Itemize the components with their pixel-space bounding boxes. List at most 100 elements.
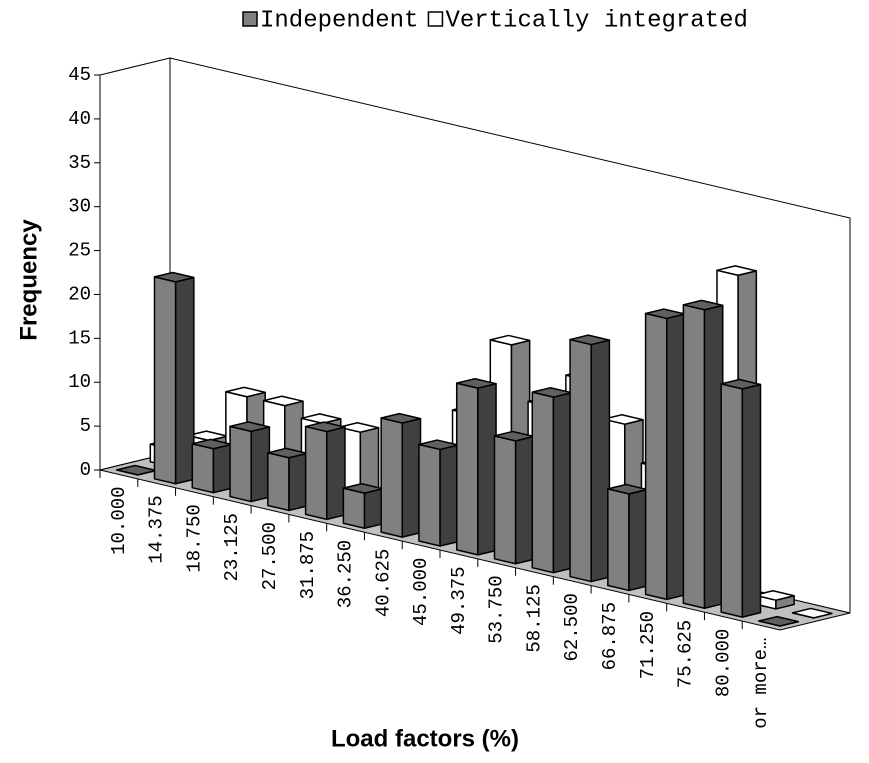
y-tick-label: 20	[68, 283, 91, 305]
bar-front	[380, 417, 404, 538]
bar-top	[489, 334, 531, 346]
bar-side	[741, 383, 762, 618]
bar	[342, 482, 384, 529]
x-tick-label: 45.000	[410, 558, 432, 626]
bar-front	[153, 276, 177, 485]
bar	[493, 430, 535, 565]
bar-top	[300, 413, 342, 425]
x-tick-label: 27.500	[259, 522, 281, 590]
x-tick-label: 18.750	[183, 504, 205, 572]
bar-front	[418, 443, 441, 547]
bar-front	[304, 425, 328, 521]
bar-top	[716, 265, 758, 277]
bar	[418, 439, 460, 547]
bar	[682, 299, 724, 609]
bar	[380, 412, 422, 538]
bar-side	[514, 435, 535, 565]
bar-front	[455, 382, 479, 556]
bar	[758, 615, 800, 627]
bar	[569, 334, 611, 583]
bar	[455, 377, 497, 556]
bar	[115, 464, 157, 476]
x-tick-label: 23.125	[221, 513, 243, 581]
bar-side	[439, 444, 460, 547]
bar-top	[455, 377, 497, 389]
bar-top	[791, 607, 833, 619]
bar-front	[229, 425, 252, 503]
y-tick-label: 15	[68, 327, 91, 349]
bar-top	[229, 421, 271, 433]
x-tick-label: or more…	[750, 638, 772, 729]
y-tick-label: 40	[68, 108, 91, 130]
x-tick-label: 53.750	[486, 575, 508, 643]
x-tick-label: 31.875	[297, 531, 319, 599]
bar-side	[628, 488, 648, 592]
legend-label: Independent	[260, 7, 418, 34]
bar	[531, 386, 573, 574]
bar-top	[602, 414, 644, 425]
x-tick-label: 71.250	[637, 611, 659, 679]
x-tick-label: 10.000	[108, 486, 130, 554]
bar-front	[342, 487, 366, 529]
bar-front	[682, 304, 706, 609]
legend-label: Vertically integrated	[445, 7, 747, 34]
bar-side	[590, 339, 611, 583]
bar-side	[174, 276, 195, 485]
bar-top	[262, 395, 304, 407]
y-tick-label: 10	[68, 371, 91, 393]
bar-front	[644, 312, 668, 601]
bar-top	[754, 590, 795, 601]
x-tick-label: 80.000	[712, 629, 734, 697]
bar-side	[363, 487, 384, 529]
bar-front	[569, 338, 592, 583]
bar-side	[666, 313, 686, 601]
x-tick-label: 58.125	[523, 584, 545, 652]
y-tick-label: 25	[68, 240, 91, 262]
y-axis-title: Frequency	[15, 219, 42, 341]
bar-side	[552, 391, 573, 574]
x-axis-title: Load factors (%)	[331, 725, 519, 752]
bar	[607, 483, 648, 592]
y-tick-label: 45	[68, 64, 91, 86]
bar-front	[493, 435, 517, 565]
bar	[644, 308, 686, 601]
bar-side	[703, 304, 724, 609]
x-tick-label: 36.250	[335, 540, 357, 608]
bar-top	[304, 421, 346, 433]
bar	[720, 378, 762, 618]
bar-side	[288, 452, 308, 512]
bar-front	[267, 452, 290, 512]
bar-front	[720, 383, 744, 618]
x-tick-label: 40.625	[372, 549, 394, 617]
legend-swatch	[427, 11, 444, 27]
bar-side	[401, 417, 422, 538]
bar-front	[191, 443, 215, 494]
bar-top	[338, 422, 380, 433]
bar	[267, 447, 308, 512]
x-tick-label: 66.875	[599, 602, 621, 670]
y-tick-label: 30	[68, 196, 91, 218]
legend-swatch	[242, 11, 258, 27]
bar-top	[682, 299, 724, 311]
bar-top	[720, 378, 762, 390]
y-tick-label: 0	[80, 459, 91, 481]
bar-side	[477, 382, 497, 556]
bar-front	[607, 488, 630, 592]
bar-top	[380, 412, 422, 424]
bar	[304, 421, 346, 521]
bar-side	[250, 426, 271, 503]
x-tick-label: 49.375	[448, 566, 470, 634]
bar	[153, 271, 195, 485]
bar-top	[569, 334, 611, 346]
x-tick-label: 62.500	[561, 593, 583, 661]
bar-side	[326, 426, 346, 521]
bar-side	[212, 443, 233, 494]
y-tick-label: 35	[68, 152, 91, 174]
bar	[791, 607, 833, 619]
y-tick-label: 5	[80, 415, 91, 437]
bar	[229, 421, 271, 503]
x-tick-label: 14.375	[146, 495, 168, 563]
bar	[191, 438, 233, 494]
x-tick-label: 75.625	[675, 620, 697, 688]
